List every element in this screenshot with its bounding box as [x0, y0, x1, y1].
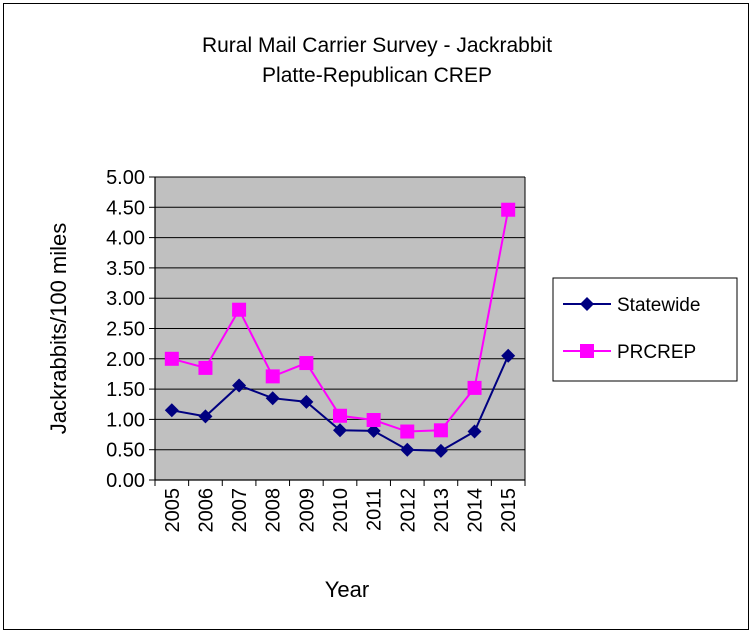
y-tick-label: 4.50: [106, 197, 145, 219]
legend-box: [552, 277, 738, 382]
data-point-square: [299, 356, 314, 371]
data-point-square: [333, 408, 347, 423]
y-tick-label: 0.50: [106, 440, 145, 462]
x-tick-labels: 2005 2006 2007 2008 2009 2010 2011 2012 2013 2014…: [162, 488, 520, 533]
legend-marker-diamond: [580, 297, 594, 311]
data-point-square: [164, 351, 179, 366]
legend-marker-square: [580, 344, 594, 358]
series-statewide: [164, 348, 516, 458]
x-tick-label: 2007: [229, 488, 251, 533]
data-point-diamond: [333, 423, 347, 438]
x-tick-label: 2010: [330, 488, 352, 533]
x-axis-label: Year: [325, 577, 369, 602]
legend: Statewide PRCREP: [552, 277, 738, 382]
series-prcrep: [164, 202, 516, 439]
data-point-square: [198, 360, 213, 375]
y-tick-label: 3.00: [106, 288, 145, 310]
series-layer: [164, 202, 516, 458]
data-point-diamond: [198, 409, 213, 424]
data-point-square: [433, 423, 448, 438]
data-point-square: [265, 369, 280, 384]
y-tick-label: 1.00: [106, 409, 145, 431]
gridlines: [149, 176, 525, 481]
x-tick-label: 2015: [498, 488, 520, 533]
y-tick-label: 3.50: [106, 258, 145, 280]
y-tick-label: 1.50: [106, 379, 145, 401]
y-tick-label: 4.00: [106, 228, 145, 250]
data-point-diamond: [433, 443, 448, 458]
data-point-diamond: [467, 424, 482, 439]
x-tick-label: 2013: [431, 488, 453, 533]
data-point-square: [366, 413, 381, 428]
axes: [154, 177, 526, 486]
data-point-diamond: [400, 442, 415, 457]
data-point-diamond: [501, 348, 516, 363]
data-point-diamond: [299, 394, 314, 409]
x-tick-label: 2006: [195, 488, 217, 533]
data-point-square: [400, 424, 415, 439]
y-tick-label: 2.00: [106, 349, 145, 371]
x-tick-label: 2014: [465, 488, 487, 533]
x-tick-label: 2012: [397, 488, 419, 533]
y-tick-label: 0.00: [106, 470, 145, 492]
legend-label: Statewide: [617, 295, 700, 316]
y-tick-label: 2.50: [106, 319, 145, 341]
data-point-diamond: [366, 423, 381, 438]
legend-label: PRCREP: [617, 342, 696, 363]
x-tick-label: 2011: [364, 488, 386, 531]
x-tick-label: 2008: [263, 488, 285, 533]
data-point-diamond: [265, 391, 280, 406]
chart-title-line2: Platte-Republican CREP: [262, 64, 492, 87]
y-tick-label: 5.00: [106, 167, 145, 189]
chart-title-line1: Rural Mail Carrier Survey - Jackrabbit: [202, 34, 552, 57]
data-point-square: [232, 302, 247, 317]
data-point-square: [501, 202, 516, 217]
y-tick-labels: 0.00 0.50 1.00 1.50 2.00 2.50 3.00 3.50 4.00 4.50…: [106, 167, 145, 492]
y-axis-label: Jackrabbits/100 miles: [46, 223, 71, 435]
data-point-diamond: [232, 378, 247, 393]
data-point-diamond: [164, 403, 179, 418]
x-tick-label: 2005: [162, 488, 184, 533]
x-tick-label: 2009: [296, 488, 318, 533]
data-point-square: [467, 380, 482, 395]
